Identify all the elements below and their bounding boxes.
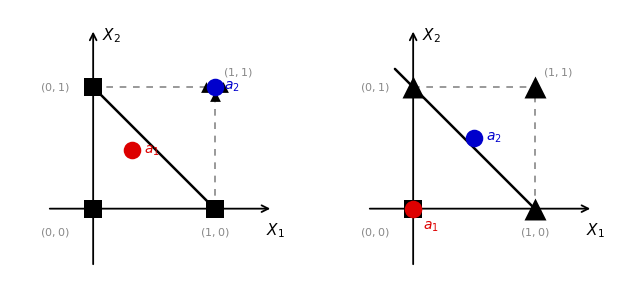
Point (127, 148, 137, 153)
Point (88, 85, 99, 89)
Point (88, 206, 99, 211)
Text: $X_2$: $X_2$ (422, 26, 440, 45)
Text: $a_2$: $a_2$ (486, 131, 502, 145)
Text: $(1, 0)$: $(1, 0)$ (520, 226, 550, 239)
Point (469, 136, 479, 140)
Point (408, 85, 419, 89)
Text: $X_1$: $X_1$ (266, 221, 285, 240)
Text: $a_1$: $a_1$ (423, 220, 438, 234)
Text: $(1, 0)$: $(1, 0)$ (200, 226, 230, 239)
Text: $(1, 1)$: $(1, 1)$ (223, 66, 253, 79)
Point (408, 206, 419, 211)
Text: $a_1$: $a_1$ (144, 143, 160, 157)
Text: $(0, 1)$: $(0, 1)$ (40, 81, 69, 94)
Point (201, 85, 211, 89)
Point (209, 93, 220, 98)
Point (209, 85, 220, 89)
Text: $(0, 1)$: $(0, 1)$ (360, 81, 389, 94)
Text: $(1, 1)$: $(1, 1)$ (543, 66, 573, 79)
Point (218, 85, 228, 89)
Text: $X_1$: $X_1$ (586, 221, 605, 240)
Point (408, 206, 419, 211)
Point (209, 206, 220, 211)
Text: $(0, 0)$: $(0, 0)$ (360, 226, 389, 239)
Text: $a_2$: $a_2$ (225, 80, 240, 94)
Text: $X_2$: $X_2$ (102, 26, 120, 45)
Text: $(0, 0)$: $(0, 0)$ (40, 226, 69, 239)
Point (529, 206, 540, 211)
Point (529, 85, 540, 89)
